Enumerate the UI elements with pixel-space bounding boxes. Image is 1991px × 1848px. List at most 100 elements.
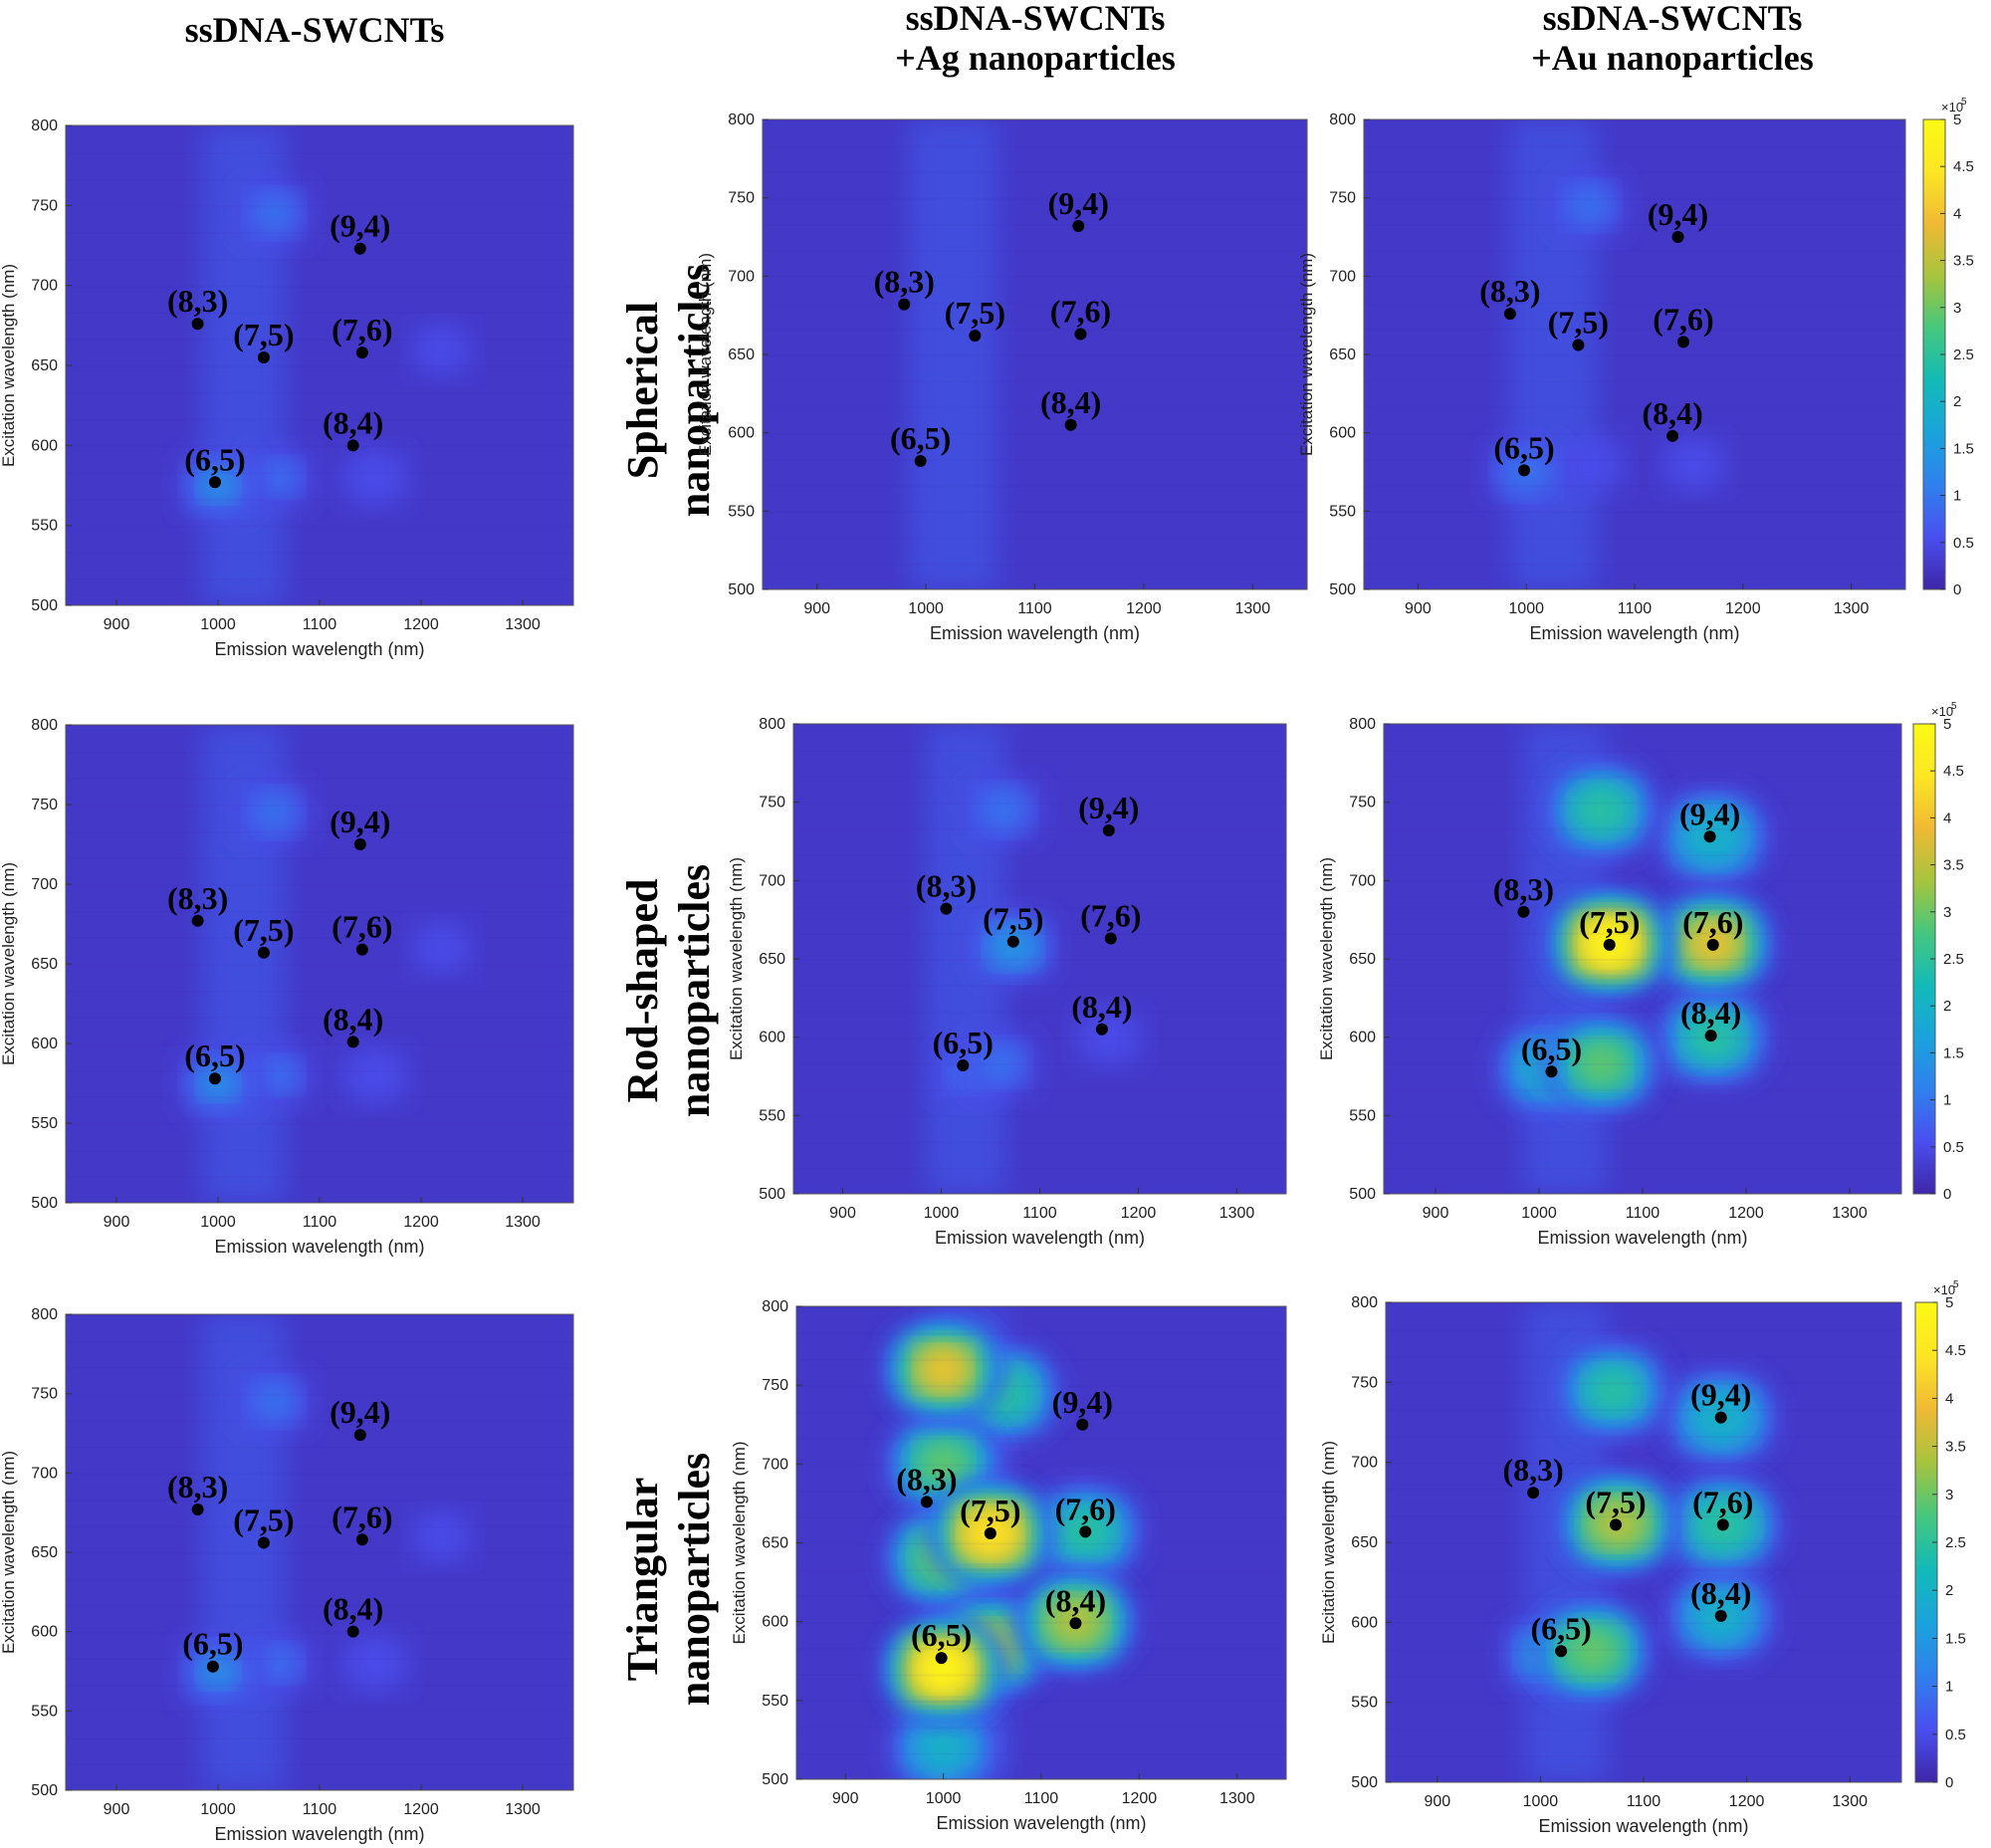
colorbar-tick-label: 3.5 (1953, 253, 1974, 270)
heatmap-band (909, 119, 997, 589)
heatmap-stripe (66, 1017, 573, 1020)
y-tick-label: 550 (759, 1107, 785, 1124)
y-tick-label: 500 (1329, 581, 1356, 598)
heatmap-stripe (66, 365, 573, 367)
heatmap-stripe (66, 178, 573, 181)
chirality-marker (1503, 308, 1516, 321)
heatmap-stripe (763, 458, 1307, 461)
heatmap-stripe (1386, 1382, 1901, 1385)
heatmap-stripe (66, 1605, 573, 1608)
chirality-label: (7,5) (233, 317, 294, 352)
heatmap-stripe (793, 1141, 1286, 1144)
column-header-2: ssDNA-SWCNTs+Ag nanoparticles (895, 0, 1176, 78)
y-tick-label: 800 (1329, 112, 1356, 128)
x-tick-label: 1200 (1729, 1793, 1765, 1810)
y-tick-label: 600 (31, 1624, 58, 1641)
heatmap-stripe (796, 1595, 1286, 1598)
y-tick-label: 750 (1329, 190, 1356, 207)
y-tick-label: 600 (728, 425, 755, 442)
heatmap-stripe (66, 964, 573, 966)
chirality-label: (7,6) (1080, 898, 1141, 934)
y-tick-label: 750 (1351, 1374, 1378, 1391)
x-tick-label: 1100 (1618, 600, 1653, 617)
chirality-marker (1714, 1411, 1727, 1424)
heatmap-background (66, 125, 573, 605)
x-tick-label: 900 (1424, 1793, 1450, 1810)
x-tick-label: 1200 (1121, 1205, 1157, 1222)
heatmap-intensity (66, 1314, 573, 1790)
x-axis-label: Emission wavelength (nm) (1537, 1228, 1747, 1248)
colorbar-exponent: 5 (1953, 1279, 1959, 1290)
y-tick-label: 750 (31, 797, 58, 813)
heatmap-stripe (1386, 1489, 1901, 1492)
x-tick-label: 900 (1405, 600, 1432, 617)
heatmap-peak (1556, 434, 1626, 494)
heatmap-stripe (66, 1446, 573, 1449)
chirality-label: (8,3) (1493, 871, 1554, 907)
chirality-marker (1703, 830, 1716, 843)
chirality-label: (8,3) (167, 1469, 228, 1504)
heatmap-peak (410, 323, 473, 376)
chirality-label: (7,6) (332, 909, 392, 945)
heatmap-stripe (1364, 563, 1905, 566)
heatmap-stripe (796, 1385, 1286, 1388)
colorbar-tick-label: 1 (1943, 1092, 1951, 1109)
x-tick-label: 1000 (1523, 1793, 1559, 1810)
heatmap-intensity (763, 119, 1307, 589)
row-header-1: Spherical nanoparticles (618, 264, 719, 517)
colorbar-tick-label: 1.5 (1945, 1630, 1966, 1647)
heatmap-stripe (66, 232, 573, 235)
heatmap-stripe (796, 1727, 1286, 1730)
column-header-line: ssDNA-SWCNTs (906, 0, 1166, 38)
chirality-marker (1095, 1023, 1108, 1036)
colorbar-tick-label: 0 (1945, 1774, 1953, 1791)
x-tick-label: 900 (104, 1801, 130, 1818)
x-axis-label: Emission wavelength (nm) (930, 623, 1140, 643)
chirality-label: (9,4) (1648, 196, 1708, 232)
y-tick-label: 750 (31, 1386, 58, 1403)
column-header-line: ssDNA-SWCNTs (1543, 0, 1803, 38)
chirality-label: (9,4) (1679, 796, 1740, 831)
heatmap-stripe (1384, 1115, 1901, 1118)
chirality-label: (8,4) (323, 1591, 383, 1627)
y-axis-label: Excitation wavelength (nm) (727, 857, 746, 1060)
heatmap-stripe (1386, 1729, 1901, 1732)
heatmap-peak (259, 460, 299, 495)
x-tick-label: 1300 (1832, 1205, 1868, 1222)
y-axis-label: Excitation wavelength (nm) (696, 253, 715, 456)
colorbar-tick-label: 2 (1945, 1582, 1953, 1599)
y-tick-label: 650 (762, 1535, 788, 1552)
x-tick-label: 900 (1423, 1205, 1449, 1222)
chirality-marker (1555, 1645, 1568, 1658)
heatmap-stripe (66, 1473, 573, 1476)
chirality-marker (914, 454, 927, 467)
chirality-label: (8,3) (896, 1461, 957, 1497)
x-axis-label: Emission wavelength (nm) (936, 1813, 1146, 1833)
x-tick-label: 1300 (1219, 1205, 1255, 1222)
y-tick-label: 550 (31, 518, 58, 535)
heatmap-stripe (66, 151, 573, 154)
heatmap-stripe (1386, 1328, 1901, 1331)
heatmap-stripe (763, 485, 1307, 488)
heatmap-stripe (1386, 1649, 1901, 1652)
heatmap-stripe (66, 391, 573, 394)
heatmap-stripe (793, 1062, 1286, 1065)
heatmap-stripe (66, 910, 573, 913)
heatmap-stripe (66, 578, 573, 581)
heatmap-peak (250, 1381, 299, 1423)
chirality-marker (1716, 1518, 1729, 1531)
y-tick-label: 500 (1349, 1186, 1376, 1203)
heatmap-stripe (796, 1621, 1286, 1624)
heatmap-stripe (1364, 119, 1905, 121)
x-axis-label: Emission wavelength (nm) (1529, 623, 1739, 643)
y-tick-label: 550 (728, 503, 755, 520)
chirality-marker (940, 902, 953, 915)
heatmap-stripe (66, 285, 573, 288)
y-tick-label: 700 (31, 876, 58, 893)
chirality-label: (6,5) (184, 1038, 245, 1073)
heatmap-stripe (793, 1089, 1286, 1092)
y-tick-label: 650 (728, 346, 755, 363)
heatmap-background (66, 725, 573, 1203)
y-tick-label: 800 (728, 112, 755, 128)
heatmap-stripe (763, 119, 1307, 121)
